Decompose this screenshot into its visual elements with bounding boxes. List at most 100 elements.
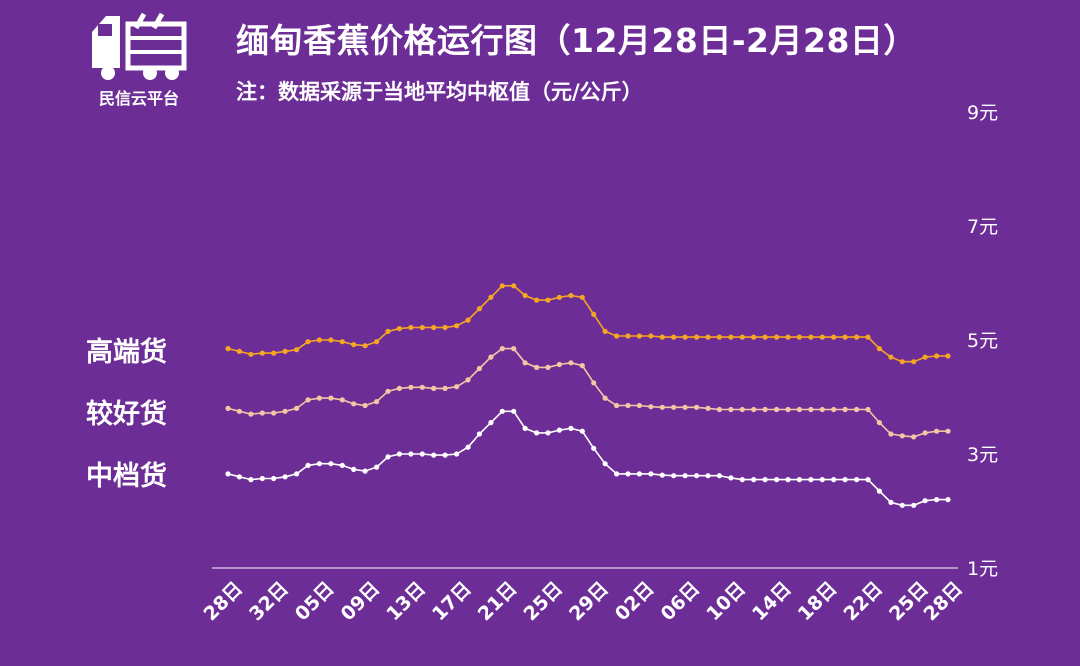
y-tick-label: 9元 — [967, 102, 998, 124]
series-label-mid: 较好货 — [86, 399, 167, 430]
data-point — [705, 473, 711, 479]
data-point — [934, 353, 940, 359]
data-point — [659, 404, 665, 410]
data-point — [476, 365, 482, 372]
data-point — [876, 420, 883, 426]
data-point — [385, 328, 391, 334]
data-point — [511, 408, 517, 414]
data-point — [328, 461, 334, 467]
data-point — [614, 333, 620, 339]
data-point — [716, 406, 723, 413]
data-point — [385, 388, 391, 394]
data-point — [465, 317, 471, 323]
data-point — [831, 406, 837, 413]
data-point — [305, 339, 311, 345]
data-point — [465, 444, 471, 450]
data-point — [282, 474, 288, 480]
data-point — [796, 334, 803, 340]
data-point — [705, 334, 711, 340]
data-point — [785, 477, 791, 483]
data-point — [694, 473, 700, 479]
data-point — [454, 384, 460, 390]
data-point — [236, 408, 242, 414]
y-tick-label: 7元 — [967, 216, 998, 238]
data-point — [556, 361, 563, 368]
data-point — [945, 353, 951, 359]
data-point — [945, 497, 951, 503]
data-point — [385, 454, 391, 460]
data-point — [534, 297, 540, 303]
data-point — [774, 334, 780, 340]
data-point — [362, 468, 368, 474]
data-point — [911, 434, 917, 440]
data-point — [762, 406, 768, 413]
data-point — [305, 397, 311, 403]
data-point — [762, 334, 768, 340]
data-point — [294, 405, 300, 411]
data-point — [442, 452, 448, 458]
data-point — [248, 477, 254, 483]
data-point — [408, 451, 414, 457]
data-point — [785, 334, 791, 340]
chart-subtitle: 注：数据采源于当地平均中枢值（元/公斤） — [236, 80, 643, 104]
data-point — [602, 328, 608, 334]
data-point — [316, 395, 322, 401]
data-point — [671, 334, 677, 340]
x-tick-label: 22日 — [839, 578, 887, 626]
data-point — [305, 462, 311, 468]
x-tick-label: 18日 — [794, 578, 842, 626]
data-point — [431, 452, 437, 458]
x-tick-label: 02日 — [611, 578, 659, 626]
data-point — [808, 406, 814, 413]
data-point — [636, 471, 643, 477]
data-point — [899, 359, 905, 365]
data-point — [739, 406, 745, 413]
data-point — [339, 339, 345, 345]
series-line — [227, 410, 948, 507]
data-point — [922, 498, 928, 504]
data-point — [488, 294, 494, 300]
data-point — [636, 333, 643, 339]
x-tick-label: 14日 — [748, 578, 796, 626]
data-point — [602, 461, 608, 467]
data-point — [831, 477, 837, 483]
data-point — [408, 384, 414, 390]
data-point — [225, 346, 231, 352]
data-point — [568, 360, 574, 366]
data-point — [579, 428, 585, 434]
data-point — [351, 342, 357, 348]
data-point — [431, 324, 437, 331]
data-point — [522, 425, 528, 431]
data-point — [282, 348, 288, 354]
series-line — [227, 347, 948, 438]
data-point — [922, 354, 928, 360]
data-point — [271, 475, 277, 482]
data-point — [911, 359, 917, 365]
data-point — [419, 324, 425, 331]
x-tick-label: 21日 — [474, 578, 522, 626]
data-point — [374, 464, 380, 470]
x-tick-label: 17日 — [428, 578, 476, 626]
data-point — [442, 324, 448, 331]
data-point — [648, 404, 654, 410]
data-point — [899, 502, 905, 508]
data-point — [271, 350, 277, 356]
data-point — [374, 339, 380, 345]
data-point — [351, 466, 357, 472]
data-point — [408, 324, 414, 331]
data-point — [751, 334, 757, 340]
data-point — [636, 402, 643, 409]
data-point — [534, 430, 540, 436]
data-point — [328, 337, 334, 343]
data-point — [945, 428, 951, 434]
data-point — [671, 473, 677, 479]
data-point — [728, 406, 734, 413]
x-tick-label: 25日 — [885, 578, 933, 626]
data-point — [374, 399, 380, 405]
data-point — [419, 451, 425, 457]
data-point — [625, 471, 631, 477]
data-point — [259, 475, 265, 482]
data-point — [625, 333, 631, 339]
y-tick-label: 3元 — [967, 444, 998, 466]
